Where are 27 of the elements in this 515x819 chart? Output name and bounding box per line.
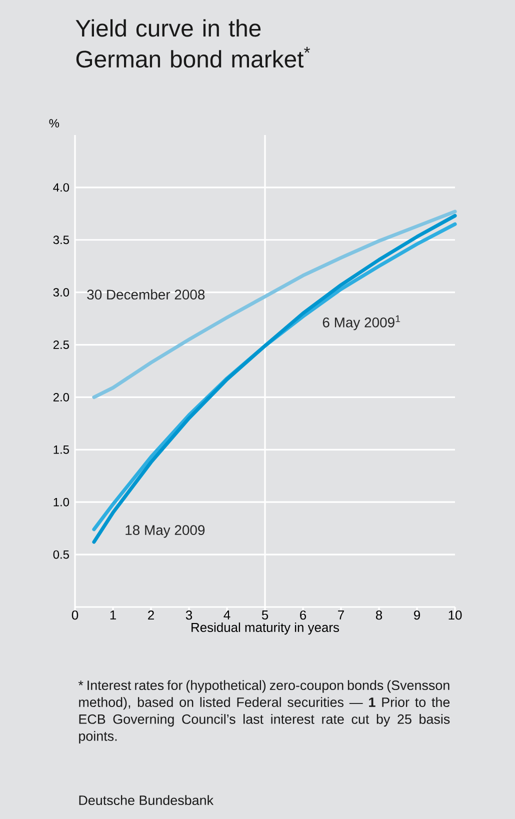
y-tick-label: 4.0 <box>53 183 70 192</box>
x-tick-label: 10 <box>448 610 462 620</box>
y-tick-label: 0.5 <box>53 550 69 559</box>
y-tick-label: 1.5 <box>54 445 69 454</box>
x-tick-label: 7 <box>338 610 344 620</box>
x-tick-label: 1 <box>110 610 116 620</box>
y-tick-label: 3.5 <box>53 236 69 244</box>
x-tick-label: 8 <box>376 610 382 620</box>
y-tick-label: 3.0 <box>53 288 70 297</box>
text: * Interest rates for (hypothetical) zero-coupon bonds (Svensson method), based on listed Federal securities — 1 Prior to the ECB Governing Council’s last interest rate cut by 25 basis points. <box>78 680 450 744</box>
series-label: 18 May 2009 <box>126 525 205 538</box>
series-label: 30 December 2008 <box>87 289 205 300</box>
chart-title: Yield curve in the German bond market$^{*}$ <box>76 19 310 68</box>
x-tick-label: 4 <box>224 610 230 620</box>
x-tick-label: 5 <box>262 610 268 620</box>
y-axis-title: % <box>49 119 60 128</box>
y-tick-label: 1.0 <box>54 498 70 506</box>
y-tick-label: 2.0 <box>53 392 70 402</box>
text: Deutsche Bundesbank <box>79 795 214 806</box>
x-tick-label: 3 <box>186 610 192 620</box>
x-tick-label: 6 <box>300 610 306 620</box>
x-tick-label: 9 <box>414 610 420 620</box>
x-tick-label: 0 <box>72 610 78 620</box>
y-tick-label: 2.5 <box>53 340 69 349</box>
x-axis-title: Residual maturity in years <box>192 622 340 635</box>
series-label: 6 May 2009$^{1}$ <box>322 315 400 330</box>
x-tick-label: 2 <box>148 610 154 620</box>
